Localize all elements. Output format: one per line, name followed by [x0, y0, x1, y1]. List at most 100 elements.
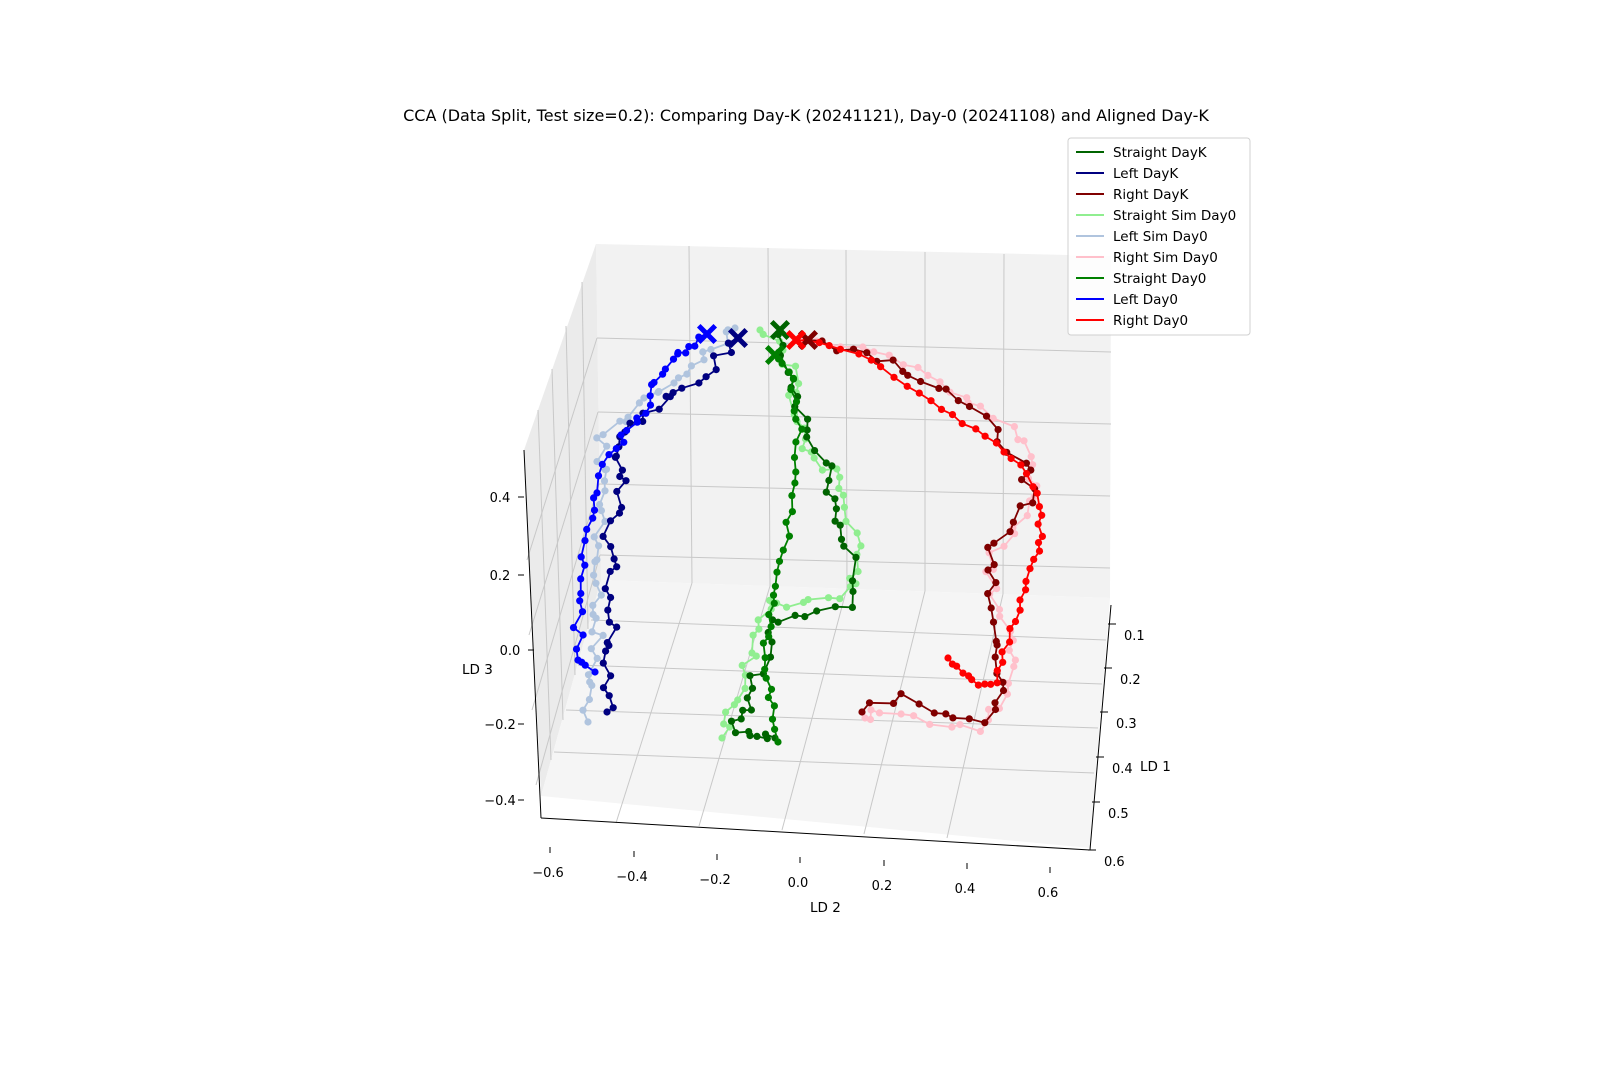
trajectory-line	[807, 339, 1036, 724]
trajectory-point	[949, 714, 957, 722]
trajectory-point	[899, 367, 907, 375]
trajectory-point	[615, 509, 624, 517]
legend: Straight DayK Left DayK Right DayK Straight…	[1067, 137, 1251, 336]
trajectory-point	[731, 729, 740, 737]
trajectory-point	[1022, 586, 1030, 594]
trajectory-point	[678, 384, 686, 392]
trajectory-point	[1005, 646, 1013, 654]
grid-line	[528, 411, 599, 636]
trajectory-point	[602, 647, 610, 655]
grid-line	[598, 483, 1111, 497]
trajectory-point	[767, 685, 776, 693]
trajectory-point	[865, 699, 874, 707]
left-pane	[524, 244, 601, 796]
trajectory-point	[578, 608, 587, 616]
trajectory-point	[577, 575, 585, 583]
trajectory-point	[815, 339, 823, 347]
trajectory-point	[942, 385, 950, 393]
trajectory-point	[766, 653, 775, 661]
y-tick-label: 0.2	[872, 879, 893, 894]
trajectory-point	[842, 517, 850, 526]
trajectory-point	[1029, 483, 1037, 491]
trajectory-point	[588, 628, 596, 636]
trajectory-point	[603, 708, 611, 716]
trajectory-point	[798, 445, 806, 453]
grid-line	[565, 709, 1099, 729]
trajectory-point	[598, 460, 606, 468]
trajectory-point	[622, 477, 630, 485]
y-tick-label: 0.4	[955, 882, 976, 897]
trajectory-point	[639, 417, 647, 425]
trajectory-point	[792, 398, 801, 406]
trajectory-point	[1029, 461, 1037, 469]
trajectory-point	[998, 648, 1006, 656]
trajectory-point	[1022, 577, 1030, 586]
trajectory-point	[601, 517, 609, 526]
axis-lines	[523, 449, 1112, 851]
trajectory-point	[626, 419, 634, 427]
trajectory-point	[849, 345, 858, 353]
trajectory-point	[994, 426, 1002, 434]
trajectory-point	[722, 328, 730, 336]
legend-item: Right DayK	[1076, 187, 1189, 203]
legend-label: Straight Sim Day0	[1113, 208, 1236, 224]
trajectory-point	[583, 525, 591, 534]
trajectory-point	[825, 342, 833, 350]
trajectory-point	[1016, 596, 1024, 604]
trajectory-point	[1000, 448, 1008, 456]
trajectory-point	[767, 623, 775, 631]
start-marker	[696, 323, 718, 345]
trajectory-point	[790, 453, 799, 462]
trajectory-point	[746, 732, 754, 740]
trajectory-point	[1038, 511, 1046, 519]
legend-label: Left Sim Day0	[1113, 229, 1208, 245]
trajectory-point	[1006, 638, 1014, 646]
trajectory-point	[783, 603, 791, 611]
trajectory-point	[974, 681, 983, 689]
trajectory-point	[771, 725, 779, 733]
trajectory-point	[992, 579, 1000, 587]
trajectory-point	[981, 719, 989, 727]
trajectory-point	[828, 462, 836, 470]
x-tick-label: 0.5	[1108, 807, 1129, 822]
trajectory-point	[1010, 662, 1018, 671]
trajectory-point	[948, 411, 957, 419]
trajectory-point	[762, 674, 770, 682]
trajectory-point	[791, 479, 799, 487]
trajectory-point	[1011, 656, 1020, 664]
trajectory-point	[623, 426, 631, 435]
x-tick-label: 0.3	[1116, 717, 1137, 732]
trajectory-point	[695, 379, 703, 387]
legend-item: Straight Sim Day0	[1076, 208, 1236, 224]
trajectory-point	[588, 681, 596, 690]
trajectory-point	[669, 355, 678, 363]
trajectory-point	[792, 468, 800, 476]
trajectory-point	[612, 445, 620, 453]
trajectory-point	[787, 385, 795, 394]
trajectory-point	[993, 641, 1001, 649]
trajectory-point	[825, 476, 833, 485]
trajectory-point	[685, 343, 693, 351]
legend-label: Left Day0	[1113, 292, 1178, 308]
trajectory-point	[790, 407, 798, 415]
trajectory-point	[990, 561, 998, 569]
trajectory-point	[707, 345, 715, 354]
trajectory-point	[579, 631, 587, 639]
trajectory-point	[999, 658, 1007, 666]
trajectory-point	[646, 401, 655, 409]
trajectory-point	[1033, 489, 1041, 497]
x-tick-label: 0.2	[1120, 673, 1141, 688]
trajectory-point	[989, 414, 997, 422]
trajectory-point	[832, 505, 841, 513]
trajectory-point	[989, 618, 998, 626]
trajectory-point	[910, 712, 918, 720]
trajectory-point	[605, 692, 613, 700]
legend-frame	[1067, 137, 1251, 336]
trajectory-point	[722, 708, 730, 716]
trajectory-point	[822, 459, 830, 467]
trajectory-point	[993, 667, 1001, 675]
trajectory-point	[870, 348, 878, 356]
ticks: −0.4 −0.2 0.0 0.2 0.4 −0.6 −0.4 −0.2 0.0 0.2 0.4 0.…	[484, 491, 1144, 901]
trajectory-point	[601, 585, 609, 593]
trajectory-point	[569, 624, 578, 632]
